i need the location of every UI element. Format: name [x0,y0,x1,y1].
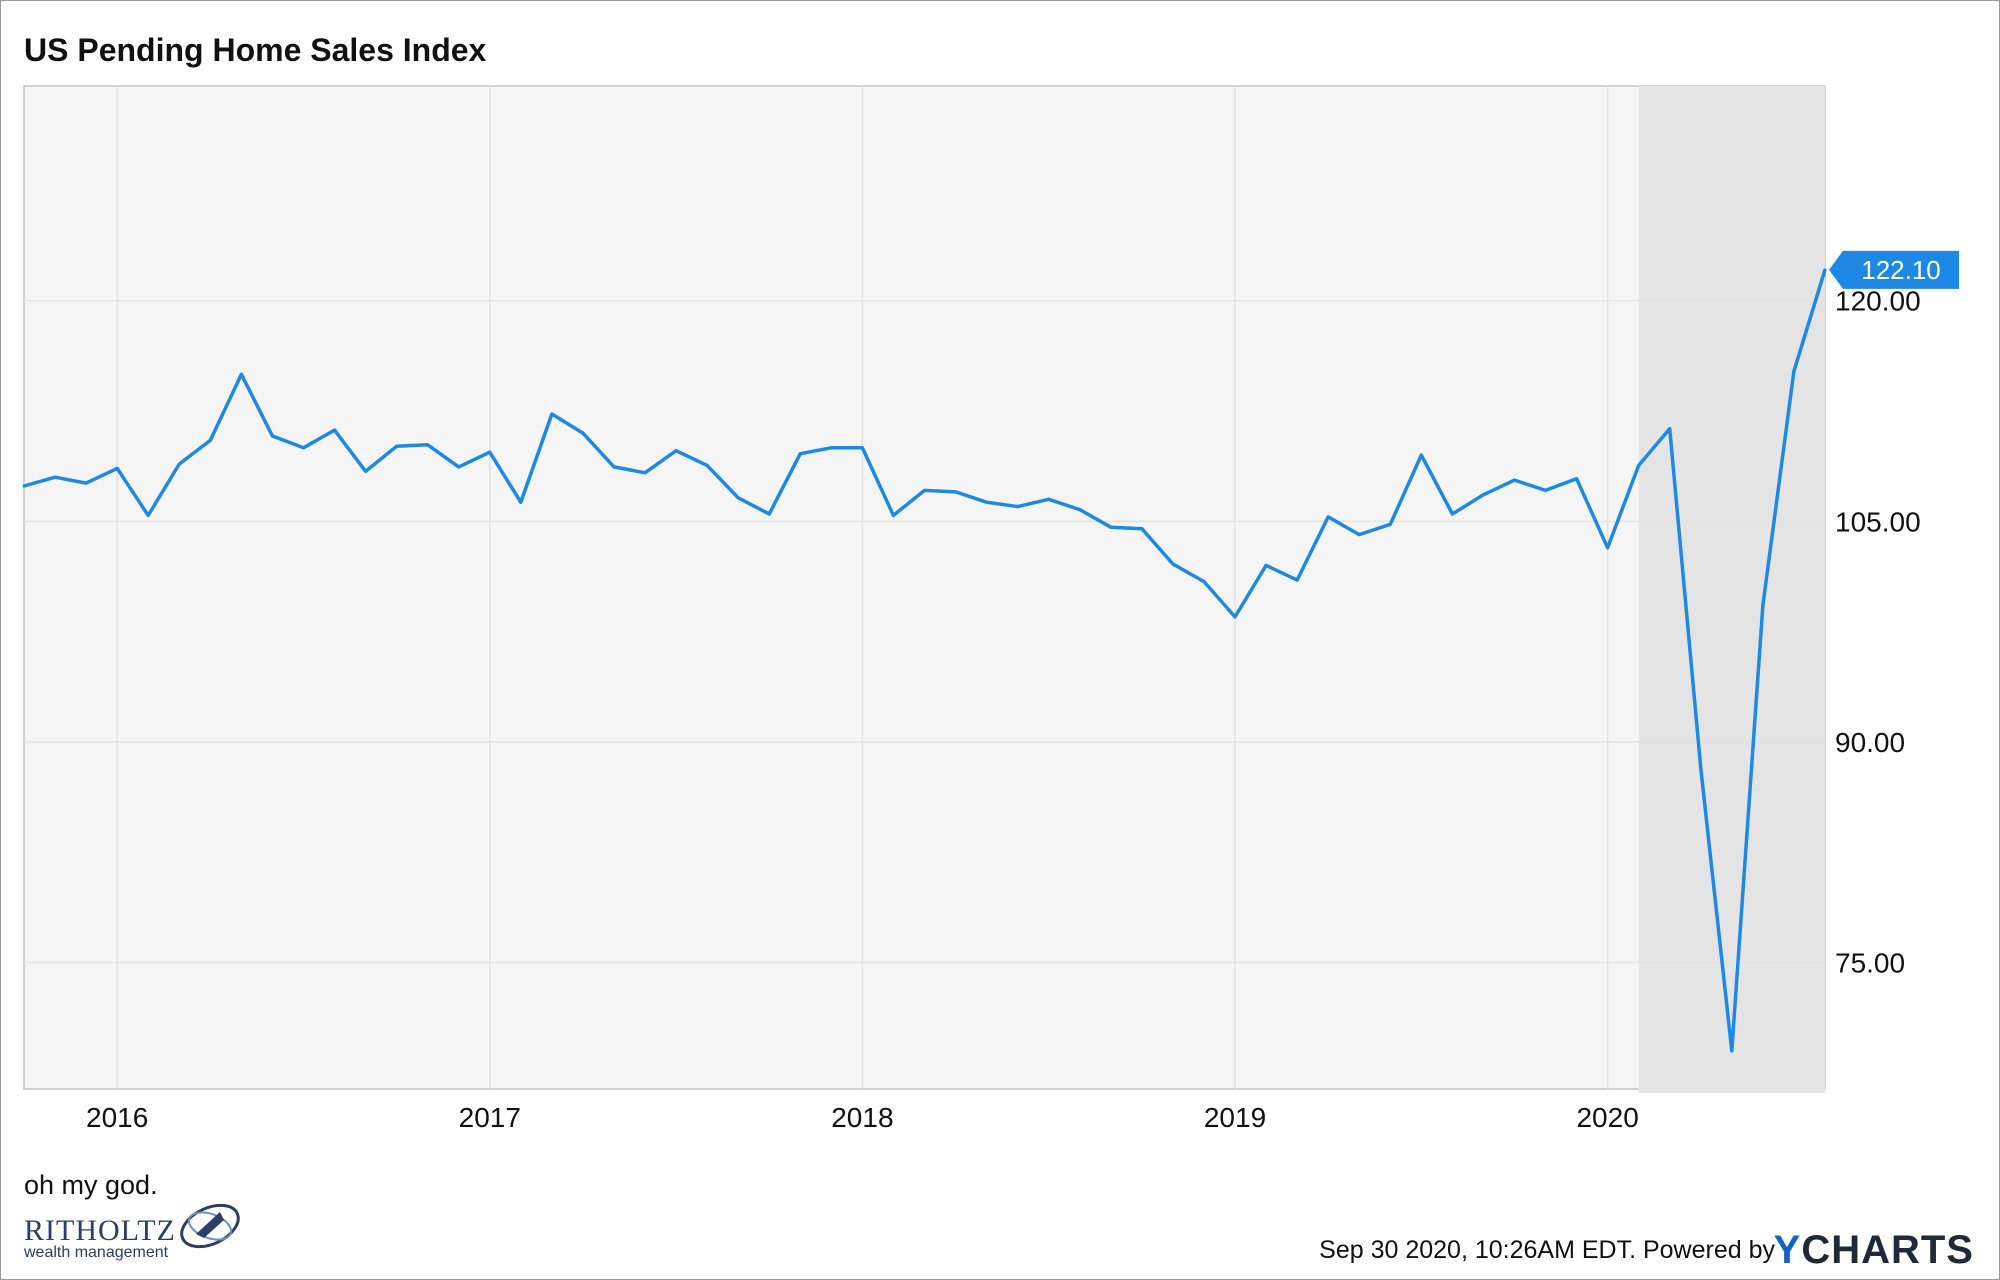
x-tick-label: 2016 [86,1102,148,1133]
data-point [177,462,181,466]
ycharts-logo-rest: CHARTS [1801,1228,1974,1272]
last-value-badge: 122.10 [1829,250,1959,289]
chart-title: US Pending Home Sales Index [24,32,487,68]
data-point [550,412,554,416]
data-point [1575,477,1579,481]
recession-shade [1638,86,1825,1093]
data-point [1730,1049,1734,1053]
data-point [115,466,119,470]
data-point [1699,766,1703,770]
data-point [1295,578,1299,582]
data-point [1357,533,1361,537]
data-point [1637,463,1641,467]
data-point [333,428,337,432]
data-point [1016,505,1020,509]
data-point [488,450,492,454]
data-point [985,500,989,504]
logo-name: RITHOLTZ [24,1214,176,1247]
last-value-badge-shape [1829,250,1959,289]
data-point [208,438,212,442]
x-tick-label: 2018 [831,1102,893,1133]
data-point [829,446,833,450]
data-point [239,372,243,376]
data-point [1109,525,1113,529]
data-point [1171,562,1175,566]
data-point [1233,615,1237,619]
x-tick-label: 2017 [459,1102,521,1133]
data-point [1202,580,1206,584]
y-tick-label: 90.00 [1835,727,1905,758]
data-point [519,500,523,504]
data-point [736,496,740,500]
data-point [53,475,57,479]
x-axis-ticks: 2016 2017 2018 2019 2020 [86,1102,1639,1133]
data-point [1264,563,1268,567]
data-point [301,446,305,450]
data-point [1792,369,1796,373]
data-point [1481,493,1485,497]
data-point [1140,527,1144,531]
data-point [22,484,26,488]
last-value-label: 122.10 [1861,255,1941,285]
y-tick-label: 105.00 [1835,506,1921,537]
data-point [705,463,709,467]
data-point [1078,508,1082,512]
x-tick-label: 2019 [1204,1102,1266,1133]
data-point [581,431,585,435]
data-point [1047,497,1051,501]
data-point [1761,603,1765,607]
data-point [1419,453,1423,457]
data-point [674,449,678,453]
timestamp: Sep 30 2020, 10:26AM EDT. Powered by [1319,1236,1775,1265]
data-point [767,512,771,516]
data-point [798,452,802,456]
data-point [891,513,895,517]
grid-lines [24,86,1825,1089]
data-point [364,469,368,473]
data-point [1388,522,1392,526]
data-point [1544,488,1548,492]
data-point [1823,268,1827,272]
y-tick-label: 120.00 [1835,286,1921,317]
data-point [84,481,88,485]
powered-by-text: Powered by [1642,1236,1775,1264]
data-point [1512,478,1516,482]
data-point [457,465,461,469]
data-point [1326,515,1330,519]
y-tick-label: 75.00 [1835,948,1905,979]
data-point [1606,546,1610,550]
data-point [923,488,926,492]
data-point [643,471,647,475]
ycharts-logo-y: Y [1773,1228,1802,1272]
caption-text: oh my god. [24,1170,158,1200]
data-point [1668,427,1672,431]
data-point [395,444,399,448]
series-points [22,268,1827,1053]
y-axis-ticks: 75.00 90.00 105.00 120.00 [1835,286,1921,979]
plot-area [23,85,1826,1090]
data-point [1450,512,1454,516]
data-point [954,490,958,494]
x-tick-label: 2020 [1576,1102,1638,1133]
ritholtz-emblem-icon [180,1203,240,1249]
ycharts-logo: YCHARTS [1774,1228,1974,1273]
data-point [860,446,864,450]
timestamp-text: Sep 30 2020, 10:26AM EDT. [1319,1236,1637,1264]
data-point [612,465,616,469]
data-point [270,434,274,438]
data-point [426,443,430,447]
logo-subtitle: wealth management [24,1244,169,1261]
data-point [146,513,150,517]
